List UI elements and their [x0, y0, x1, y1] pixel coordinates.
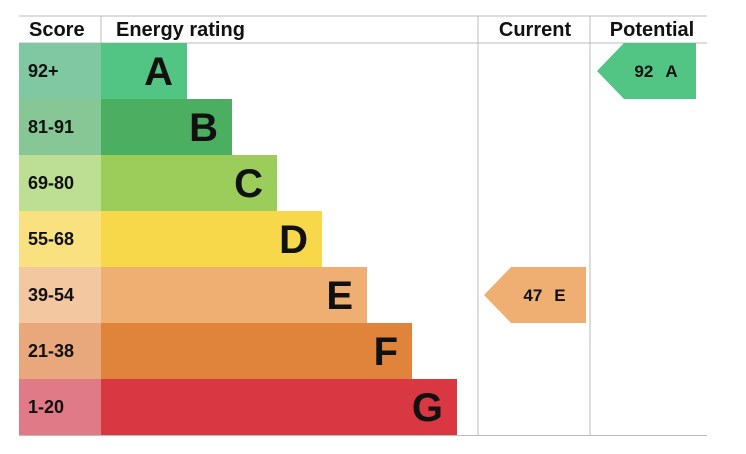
- score-label: 92+: [28, 61, 59, 81]
- current-value: 47: [523, 286, 542, 305]
- potential-arrow: [597, 43, 696, 99]
- score-cell: [19, 43, 101, 99]
- rating-bar: [101, 155, 277, 211]
- rating-letter: E: [326, 274, 353, 318]
- score-label: 39-54: [28, 285, 74, 305]
- score-cell: [19, 211, 101, 267]
- score-cell: [19, 99, 101, 155]
- rating-bar: [101, 211, 322, 267]
- rating-letter: G: [412, 386, 443, 430]
- header-current: Current: [499, 19, 572, 41]
- score-label: 1-20: [28, 397, 64, 417]
- score-cell: [19, 379, 101, 435]
- current-letter: E: [554, 286, 565, 305]
- rating-bar: [101, 267, 367, 323]
- rating-bar: [101, 323, 412, 379]
- rating-letter: C: [234, 162, 263, 206]
- current-arrow: [484, 267, 586, 323]
- rating-letter: F: [374, 330, 398, 374]
- header-potential: Potential: [610, 19, 694, 41]
- potential-value: 92: [634, 62, 653, 81]
- header-energy-rating: Energy rating: [116, 19, 245, 41]
- rating-bar: [101, 99, 232, 155]
- potential-letter: A: [665, 62, 677, 81]
- rating-letter: B: [189, 106, 218, 150]
- score-label: 21-38: [28, 341, 74, 361]
- score-label: 69-80: [28, 173, 74, 193]
- score-label: 81-91: [28, 117, 74, 137]
- potential-label: 92 A: [634, 62, 677, 81]
- rating-bar: [101, 379, 457, 435]
- header-score: Score: [29, 19, 85, 41]
- score-cell: [19, 323, 101, 379]
- score-cell: [19, 155, 101, 211]
- score-cell: [19, 267, 101, 323]
- rating-letter: A: [144, 50, 173, 94]
- rating-letter: D: [279, 218, 308, 262]
- current-label: 47 E: [523, 286, 565, 305]
- rating-bar: [101, 43, 187, 99]
- score-label: 55-68: [28, 229, 74, 249]
